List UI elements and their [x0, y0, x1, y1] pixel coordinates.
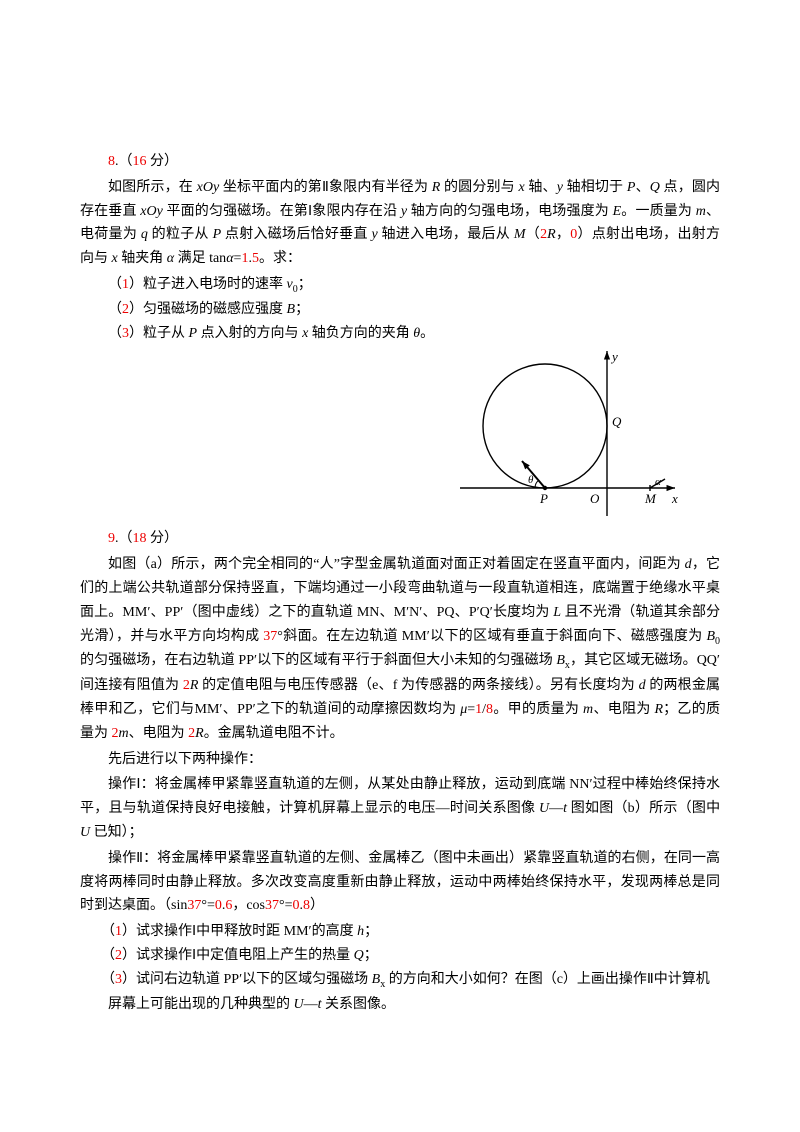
- problem-9-op2: 操作Ⅱ：将金属棒甲紧靠竖直轨道的左侧、金属棒乙（图中未画出）紧靠竖直轨道的右侧，…: [80, 847, 720, 918]
- problem-8-q1: （1）粒子进入电场时的速率 v0；: [80, 273, 720, 298]
- diagram-circle-axes: y x P O Q Mα θ: [450, 351, 680, 521]
- problem-8-q3: （3）粒子从 P 点入射的方向与 x 轴负方向的夹角 θ。: [80, 322, 720, 346]
- exam-page: 8.（16 分） 如图所示，在 xOy 坐标平面内的第Ⅱ象限内有半径为 R 的圆…: [0, 0, 800, 1132]
- svg-text:P: P: [539, 491, 548, 506]
- problem-9-q3: （3）试问右边轨道 PP′以下的区域匀强磁场 Bx 的方向和大小如何？在图（c）…: [94, 968, 720, 1017]
- problem-8-q2: （2）匀强磁场的磁感应强度 B；: [80, 298, 720, 322]
- problem-8-body: 如图所示，在 xOy 坐标平面内的第Ⅱ象限内有半径为 R 的圆分别与 x 轴、y…: [80, 176, 720, 271]
- problem-9-body: 如图（a）所示，两个完全相同的“人”字型金属轨道面对面正对着固定在竖直平面内，间…: [80, 553, 720, 745]
- svg-text:M: M: [644, 491, 657, 506]
- svg-text:O: O: [590, 491, 600, 506]
- svg-text:α: α: [655, 476, 661, 488]
- svg-text:θ: θ: [528, 474, 534, 486]
- problem-9-intro: 先后进行以下两种操作：: [80, 748, 720, 772]
- svg-text:Q: Q: [612, 414, 622, 429]
- problem-8-figure-row: y x P O Q Mα θ: [80, 351, 720, 521]
- svg-text:x: x: [671, 491, 678, 506]
- problem-9-q2: （2）试求操作Ⅰ中定值电阻上产生的热量 Q；: [94, 944, 720, 968]
- problem-9-header: 9.（18 分）: [80, 527, 720, 551]
- problem-9-op1: 操作Ⅰ：将金属棒甲紧靠竖直轨道的左侧，从某处由静止释放，运动到底端 NN′过程中…: [80, 773, 720, 844]
- problem-9-q1: （1）试求操作Ⅰ中甲释放时距 MM′的高度 h；: [94, 920, 720, 944]
- problem-8-header: 8.（16 分）: [80, 150, 720, 174]
- svg-text:y: y: [610, 351, 618, 364]
